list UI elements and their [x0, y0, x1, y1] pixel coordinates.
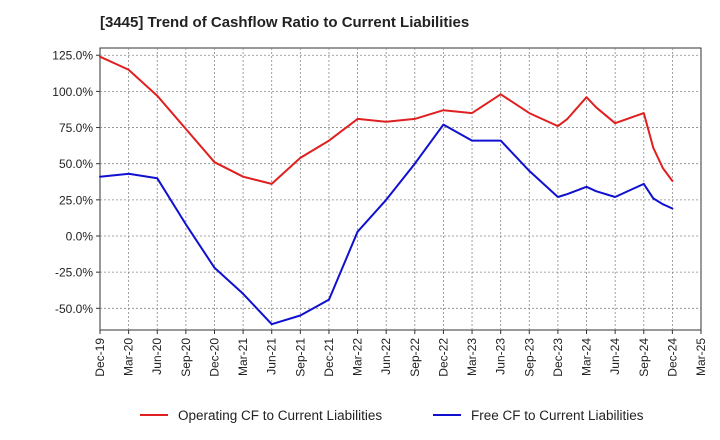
y-tick-label: -25.0% — [55, 266, 93, 280]
plot-area — [99, 47, 702, 331]
x-tick-label: Jun-22 — [379, 338, 393, 375]
x-tick-label: Jun-21 — [265, 338, 279, 375]
y-tick-label: 25.0% — [59, 193, 93, 207]
x-tick-label: Dec-24 — [665, 338, 679, 377]
x-tick-label: Dec-23 — [551, 338, 565, 377]
y-tick-label: -50.0% — [55, 302, 93, 316]
x-tick-label: Mar-21 — [236, 338, 250, 376]
x-tick-label: Sep-20 — [179, 338, 193, 377]
x-tick-label: Jun-24 — [608, 338, 622, 375]
x-tick-label: Sep-24 — [637, 338, 651, 377]
x-tick-label: Dec-20 — [207, 338, 221, 377]
legend-label-1: Operating CF to Current Liabilities — [178, 408, 382, 423]
y-tick-label: 50.0% — [59, 157, 93, 171]
x-tick-label: Dec-19 — [93, 338, 107, 377]
y-tick-label: 0.0% — [66, 230, 94, 244]
x-tick-label: Sep-22 — [408, 338, 422, 377]
x-tick-label: Jun-20 — [150, 338, 164, 375]
x-tick-label: Sep-23 — [522, 338, 536, 377]
x-tick-label: Dec-21 — [322, 338, 336, 377]
x-tick-label: Mar-20 — [122, 338, 136, 376]
y-tick-label: 125.0% — [52, 49, 93, 63]
chart-title: [3445] Trend of Cashflow Ratio to Curren… — [100, 14, 470, 31]
y-tick-label: 75.0% — [59, 121, 93, 135]
x-tick-label: Sep-21 — [293, 338, 307, 377]
x-tick-label: Dec-22 — [436, 338, 450, 377]
legend-label-2: Free CF to Current Liabilities — [471, 408, 644, 423]
x-tick-label: Mar-24 — [580, 338, 594, 376]
x-tick-label: Mar-23 — [465, 338, 479, 376]
x-tick-label: Mar-25 — [694, 338, 708, 376]
series-line-2 — [99, 123, 674, 326]
x-tick-label: Mar-22 — [351, 338, 365, 376]
y-tick-label: 100.0% — [52, 85, 93, 99]
x-tick-label: Jun-23 — [494, 338, 508, 375]
series-line-1 — [99, 55, 674, 185]
